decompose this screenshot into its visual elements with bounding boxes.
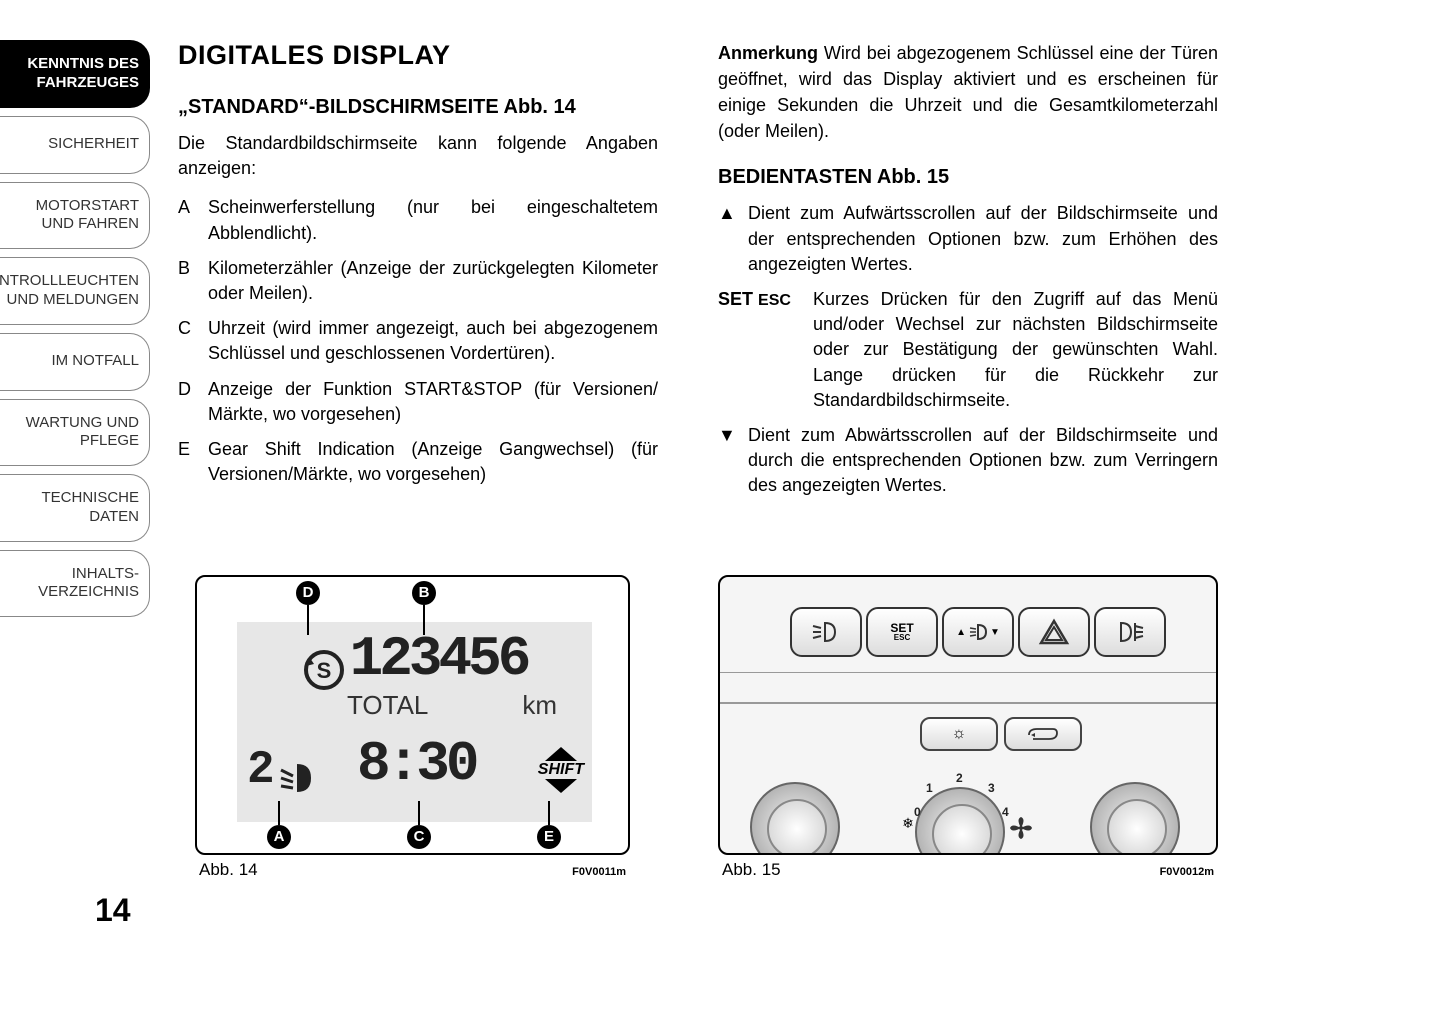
sidebar-tab-5[interactable]: WARTUNG UND PFLEGE: [0, 399, 150, 467]
shift-down-icon: [545, 779, 577, 793]
list-item-E: EGear Shift Indication (Anzeige Gangwech…: [178, 437, 658, 487]
figure-15: SET ESC ▲ ▼ ☼: [718, 575, 1218, 855]
down-text: Dient zum Abwärtsscrollen auf der Bildsc…: [748, 423, 1218, 499]
km-label: km: [522, 690, 557, 721]
note-label: Anmerkung: [718, 43, 818, 63]
callout-b: B: [412, 581, 436, 605]
scroll-button: ▲ ▼: [942, 607, 1014, 657]
start-stop-icon: S: [302, 648, 346, 692]
airflow-dial: [1090, 782, 1180, 855]
heading-main: DIGITALES DISPLAY: [178, 40, 658, 71]
list-text: Gear Shift Indication (Anzeige Gangwechs…: [208, 437, 658, 487]
sidebar-nav: KENNTNIS DES FAHRZEUGES SICHERHEIT MOTORST…: [0, 40, 150, 625]
dial-mark-2: 2: [956, 771, 963, 785]
callout-d: D: [296, 581, 320, 605]
list-item-D: DAnzeige der Funktion START&STOP (für Ve…: [178, 377, 658, 427]
set-label: SET: [718, 289, 753, 309]
fig14-caption: Abb. 14: [199, 860, 258, 880]
sidebar-tab-2[interactable]: MOTORSTART UND FAHREN: [0, 182, 150, 250]
shift-up-icon: [545, 747, 577, 761]
hazard-button: [1018, 607, 1090, 657]
headlight-indicator: 2: [247, 744, 319, 796]
esc-label: ESC: [890, 634, 913, 642]
sidebar-tab-3[interactable]: KONTROLLLEUCHTEN UND MELDUNGEN: [0, 257, 150, 325]
button-desc-down: ▼ Dient zum Abwärtsscrollen auf der Bild…: [718, 423, 1218, 499]
fog-front-button: [790, 607, 862, 657]
headlight-level: 2: [247, 744, 275, 796]
sidebar-tab-7[interactable]: INHALTS-VERZEICHNIS: [0, 550, 150, 618]
total-label: TOTAL: [347, 690, 428, 721]
list-item-A: AScheinwerferstellung (nur bei eingescha…: [178, 195, 658, 245]
svg-text:❄: ❄: [902, 815, 914, 831]
esc-label: ESC: [758, 292, 791, 309]
fan-dial: [915, 787, 1005, 855]
fog-rear-button: [1094, 607, 1166, 657]
button-desc-setesc: SET ESC Kurzes Drücken für den Zugriff a…: [718, 287, 1218, 413]
set-esc-button: SET ESC: [866, 607, 938, 657]
shift-indicator: SHIFT: [538, 747, 584, 793]
sun-button: ☼: [920, 717, 998, 751]
column-left: DIGITALES DISPLAY „STANDARD“-BILDSCHIRMS…: [178, 40, 658, 497]
list-text: Kilometerzähler (Anzeige der zurückgeleg…: [208, 256, 658, 306]
list-label: D: [178, 377, 208, 427]
fig15-caption: Abb. 15: [722, 860, 781, 880]
figure-14: S 123456 TOTAL km 2 8:30: [195, 575, 630, 855]
list-item-B: BKilometerzähler (Anzeige der zurückgele…: [178, 256, 658, 306]
lower-button-row: ☼: [920, 717, 1082, 751]
note-text: Anmerkung Wird bei abgezogenem Schlüssel…: [718, 40, 1218, 144]
sidebar-tab-1[interactable]: SICHERHEIT: [0, 116, 150, 174]
sidebar-tab-6[interactable]: TECHNISCHE DATEN: [0, 474, 150, 542]
page-number: 14: [95, 892, 131, 929]
callout-e: E: [537, 825, 561, 849]
list-text: Anzeige der Funktion START&STOP (für Ver…: [208, 377, 658, 427]
dashboard-button-row: SET ESC ▲ ▼: [790, 607, 1166, 657]
recirculate-button: [1004, 717, 1082, 751]
shift-label: SHIFT: [538, 761, 584, 779]
fan-icon: [1010, 817, 1032, 839]
button-desc-up: ▲ Dient zum Aufwärtsscrollen auf der Bil…: [718, 201, 1218, 277]
list-label: E: [178, 437, 208, 487]
list-label: B: [178, 256, 208, 306]
list-text: Uhrzeit (wird immer angezeigt, auch bei …: [208, 316, 658, 366]
fig15-code: F0V0012m: [1160, 866, 1214, 878]
headlight-icon: [279, 760, 319, 796]
column-right: Anmerkung Wird bei abgezogenem Schlüssel…: [718, 40, 1218, 508]
up-triangle-icon: ▲: [718, 201, 748, 277]
sidebar-tab-0[interactable]: KENNTNIS DES FAHRZEUGES: [0, 40, 150, 108]
dial-mark-3: 3: [988, 781, 995, 795]
temperature-dial: [750, 782, 840, 855]
callout-a: A: [267, 825, 291, 849]
odometer-value: 123456: [350, 627, 528, 691]
down-triangle-icon: ▼: [718, 423, 748, 499]
list-label: A: [178, 195, 208, 245]
heading-bedientasten: BEDIENTASTEN Abb. 15: [718, 166, 1218, 189]
setesc-text: Kurzes Drücken für den Zugriff auf das M…: [813, 287, 1218, 413]
fig14-code: F0V0011m: [572, 866, 626, 878]
snowflake-icon: ❄: [900, 815, 916, 831]
dial-mark-1: 1: [926, 781, 933, 795]
list-text: Scheinwerferstellung (nur bei eingeschal…: [208, 195, 658, 245]
heading-sub: „STANDARD“-BILDSCHIRMSEITE Abb. 14: [178, 96, 658, 119]
dial-mark-4: 4: [1002, 805, 1009, 819]
intro-text: Die Standardbildschirmseite kann folgend…: [178, 131, 658, 181]
list-label: C: [178, 316, 208, 366]
up-text: Dient zum Aufwärtsscrollen auf der Bilds…: [748, 201, 1218, 277]
clock-value: 8:30: [357, 732, 475, 796]
setesc-label: SET ESC: [718, 287, 813, 413]
list-item-C: CUhrzeit (wird immer angezeigt, auch bei…: [178, 316, 658, 366]
callout-c: C: [407, 825, 431, 849]
svg-text:S: S: [316, 658, 331, 683]
sidebar-tab-4[interactable]: IM NOTFALL: [0, 333, 150, 391]
lcd-display: S 123456 TOTAL km 2 8:30: [237, 622, 592, 822]
